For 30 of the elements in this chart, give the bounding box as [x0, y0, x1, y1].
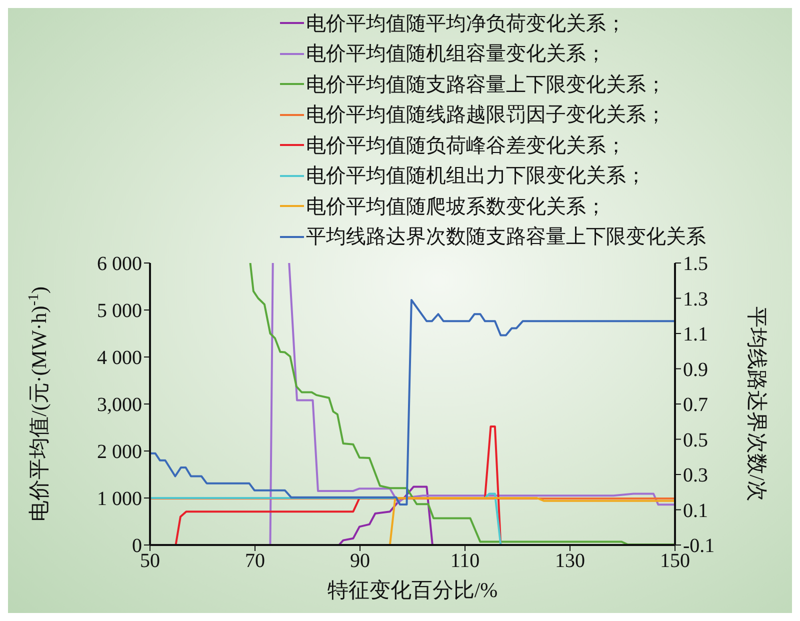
y-tick-label: 6 000: [97, 253, 142, 276]
legend-label: 电价平均值随支路容量上下限变化关系；: [306, 72, 666, 98]
legend-label: 电价平均值随线路越限罚因子变化关系；: [306, 103, 666, 128]
y2-tick-label: 1.5: [683, 253, 708, 276]
legend-label: 电价平均值随负荷峰谷差变化关系；: [306, 134, 626, 159]
legend-label: 电价平均值随平均净负荷变化关系；: [306, 12, 626, 37]
y2-axis-title: 平均线路达界次数/次: [745, 306, 769, 502]
y-tick-label: 3,000: [97, 394, 142, 416]
x-tick-label: 50: [140, 550, 160, 572]
legend-label: 平均线路达界次数随支路容量上下限变化关系: [306, 225, 706, 250]
x-tick-label: 110: [450, 550, 480, 572]
x-tick-label: 70: [245, 550, 265, 572]
y2-tick-label: 0.5: [683, 429, 708, 452]
y-tick-label: 4 000: [97, 347, 142, 370]
y-tick-label: 2 000: [97, 441, 142, 464]
y2-tick-label: 0.3: [683, 464, 708, 487]
x-tick-label: 90: [350, 550, 370, 572]
x-axis-title: 特征变化百分比/%: [327, 578, 498, 602]
y-tick-label: 5 000: [97, 300, 142, 322]
x-tick-label: 130: [555, 550, 585, 572]
y-tick-label: 1 000: [97, 488, 142, 510]
y2-tick-label: 0.7: [683, 394, 708, 416]
legend-label: 电价平均值随机组容量变化关系；: [306, 42, 606, 68]
legend-label: 电价平均值随爬坡系数变化关系；: [306, 194, 606, 220]
y2-tick-label: 0.1: [683, 500, 708, 522]
y2-tick-label: 1.3: [683, 288, 708, 310]
y-tick-label: 0: [132, 535, 142, 558]
legend-label: 电价平均值随机组出力下限变化关系；: [306, 164, 646, 190]
y2-tick-label: 0.9: [683, 358, 708, 381]
y2-tick-label: 1.1: [683, 324, 708, 346]
